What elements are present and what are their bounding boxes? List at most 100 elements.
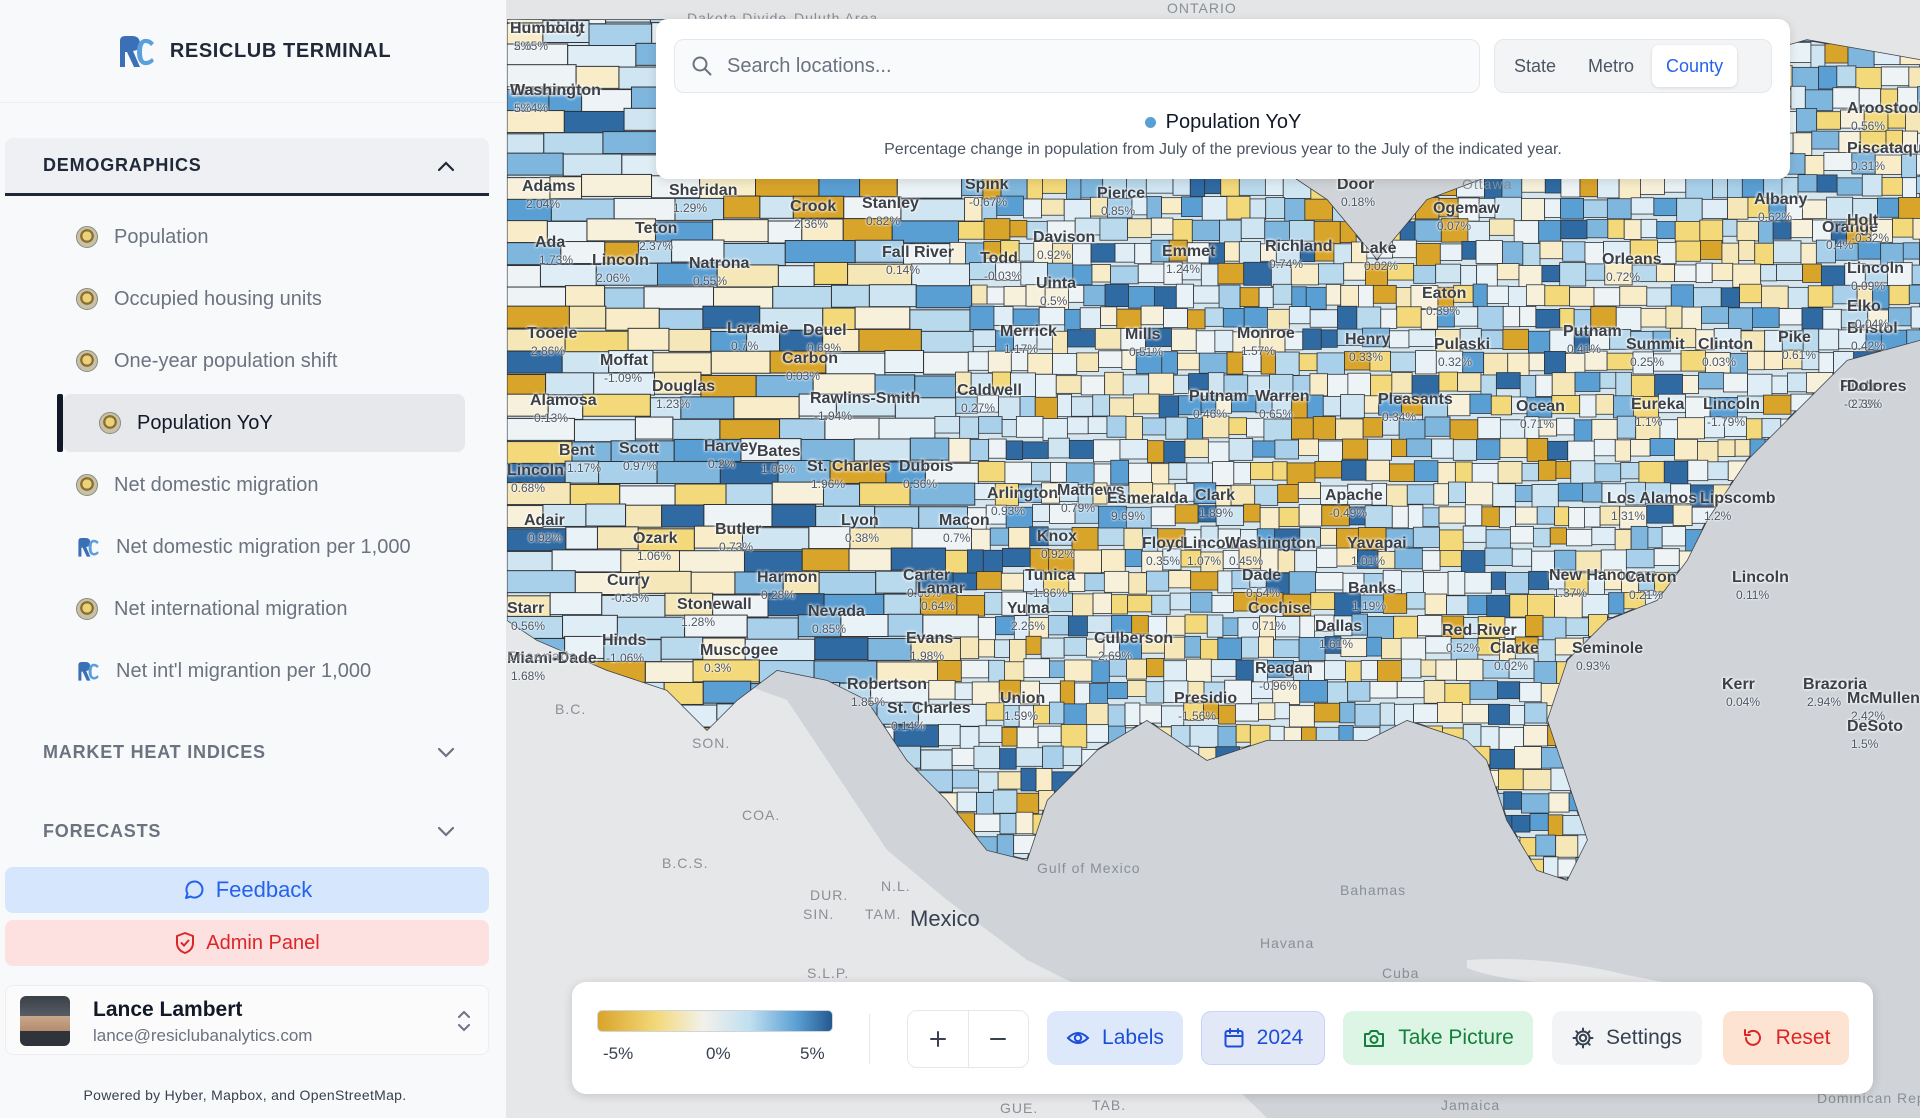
- county-cell: [549, 592, 603, 616]
- map-place-value: 0.3%: [704, 661, 732, 675]
- county-cell: [1258, 636, 1274, 658]
- section-demographics[interactable]: DEMOGRAPHICS: [5, 138, 489, 196]
- choropleth-map[interactable]: Boundary 2.65% Benewah 1.24% Adams 2.04% Ada 1.…: [507, 0, 1920, 1118]
- map-place-name: Rawlins-Smith: [810, 390, 921, 407]
- county-cell: [1433, 483, 1449, 506]
- take-picture-button[interactable]: Take Picture: [1343, 1011, 1533, 1065]
- map-place-name: Aroostook: [1847, 100, 1920, 117]
- brand-header[interactable]: RESICLUB TERMINAL: [0, 0, 507, 103]
- menu-item-occupied-housing-units[interactable]: Occupied housing units: [58, 270, 465, 328]
- geo-option-metro[interactable]: Metro: [1588, 55, 1635, 76]
- brand-name: RESICLUB TERMINAL: [169, 39, 392, 62]
- county-cell: [507, 768, 562, 792]
- county-cell: [1531, 484, 1559, 508]
- avatar: [20, 996, 70, 1046]
- geo-option-state[interactable]: State: [1514, 55, 1557, 76]
- county-cell: [1773, 240, 1802, 264]
- county-cell: [1902, 658, 1920, 682]
- map-place-name: Butler: [715, 521, 762, 538]
- county-cell: [1594, 463, 1622, 483]
- county-cell: [1293, 769, 1316, 789]
- county-cell: [953, 812, 976, 838]
- gear-icon: [1572, 1027, 1594, 1049]
- county-cell: [1158, 395, 1179, 419]
- county-cell: [1741, 792, 1768, 812]
- county-cell: [1274, 745, 1302, 766]
- county-cell: [1181, 196, 1203, 217]
- county-cell: [1910, 614, 1920, 638]
- map-place-name: Deuel: [803, 322, 847, 339]
- feedback-button[interactable]: Feedback: [5, 867, 489, 913]
- county-cell: [1294, 550, 1318, 573]
- search-input[interactable]: [727, 54, 1467, 78]
- reset-button[interactable]: Reset: [1723, 1011, 1849, 1065]
- county-cell: [1495, 372, 1521, 390]
- reset-icon: [1743, 1029, 1761, 1046]
- labels-toggle-button[interactable]: Labels: [1047, 1011, 1183, 1065]
- county-cell: [507, 792, 566, 816]
- menu-item-population[interactable]: Population: [58, 208, 465, 266]
- menu-item-net-domestic-migration[interactable]: Net domestic migration: [58, 456, 465, 514]
- map-geo-label: Cuba: [1382, 965, 1420, 981]
- map-geo-label: S.L.P.: [807, 965, 850, 981]
- menu-item-net-intl-migration-per-1000[interactable]: Net int'l migrantion per 1,000: [58, 642, 465, 700]
- county-cell: [627, 327, 670, 351]
- county-cell: [1566, 528, 1593, 547]
- county-cell: [1052, 353, 1078, 375]
- zoom-in-button[interactable]: [908, 1011, 968, 1067]
- year-select-button[interactable]: 2024: [1201, 1011, 1325, 1065]
- county-cell: [1630, 197, 1655, 215]
- county-cell: [1295, 2, 1319, 20]
- county-cell: [1257, 834, 1280, 855]
- county-cell: [1560, 197, 1584, 220]
- section-forecasts[interactable]: FORECASTS: [5, 803, 489, 859]
- county-cell: [1076, 770, 1094, 796]
- menu-item-one-year-population-shift[interactable]: One-year population shift: [58, 332, 465, 390]
- census-badge-icon: [76, 598, 98, 620]
- feedback-label: Feedback: [215, 877, 313, 902]
- user-account-menu[interactable]: Lance Lambert lance@resiclubanalytics.co…: [5, 985, 489, 1055]
- menu-item-net-international-migration[interactable]: Net international migration: [58, 580, 465, 638]
- county-cell: [1304, 198, 1334, 221]
- map-place-name: Brazoria: [1803, 676, 1868, 693]
- county-cell: [1051, 771, 1078, 795]
- county-cell: [971, 284, 988, 305]
- county-cell: [660, 636, 704, 660]
- county-cell: [1695, 262, 1713, 284]
- county-cell: [1380, 791, 1400, 815]
- county-cell: [1239, 746, 1256, 771]
- county-cell: [1728, 526, 1754, 548]
- zoom-out-button[interactable]: [967, 1011, 1028, 1067]
- county-cell: [1701, 198, 1728, 219]
- county-cell: [796, 768, 848, 792]
- county-cell: [1493, 815, 1513, 834]
- county-cell: [1362, 417, 1384, 438]
- county-cell: [1655, 858, 1680, 880]
- county-cell: [1881, 528, 1910, 548]
- map-place-value: 0.72%: [1606, 270, 1641, 284]
- county-cell: [1562, 747, 1585, 772]
- geo-option-county[interactable]: County: [1652, 45, 1738, 87]
- map-place-name: Harmon: [757, 569, 818, 586]
- county-cell: [1400, 571, 1425, 595]
- map-place-value: -0.78%: [1844, 397, 1883, 411]
- search-box[interactable]: [674, 39, 1480, 93]
- map-place-name: Lincoln: [1847, 260, 1904, 277]
- county-cell: [1251, 881, 1270, 899]
- menu-item-net-domestic-migration-per-1000[interactable]: Net domestic migration per 1,000: [58, 518, 465, 576]
- county-cell: [1471, 463, 1499, 485]
- settings-button[interactable]: Settings: [1552, 1011, 1702, 1065]
- county-cell: [1127, 594, 1153, 613]
- map-place-value: 0.65%: [1259, 407, 1294, 421]
- census-badge-icon: [76, 350, 98, 372]
- section-market-heat-indices[interactable]: MARKET HEAT INDICES: [5, 724, 489, 780]
- menu-item-population-yoy[interactable]: Population YoY: [63, 394, 465, 452]
- county-cell: [1212, 836, 1241, 854]
- county-cell: [666, 748, 732, 772]
- county-cell: [1502, 241, 1524, 265]
- county-cell: [507, 683, 551, 707]
- admin-panel-button[interactable]: Admin Panel: [5, 920, 489, 966]
- county-cell: [1903, 397, 1920, 417]
- map-place-value: 1.01%: [1351, 554, 1386, 568]
- county-cell: [1674, 636, 1693, 661]
